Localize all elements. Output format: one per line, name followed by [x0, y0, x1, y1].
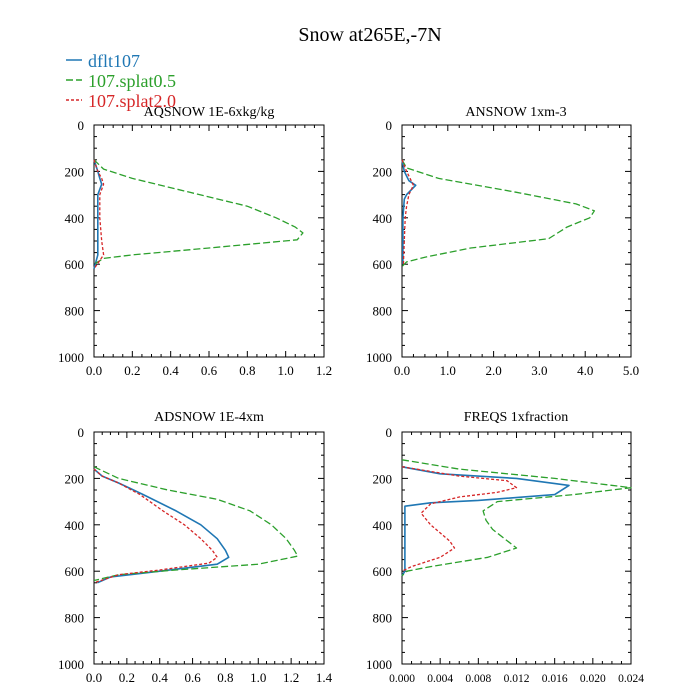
freqs-xtick-label: 0.016 — [542, 673, 568, 685]
adsnow-xtick-label: 0.8 — [217, 670, 233, 685]
panel-ansnow: 0.0 1.0 2.0 3.0 4.0 5.0 0 200 400 600 800 1000 ANSNO… — [366, 105, 639, 378]
ansnow-ytick-label: 200 — [373, 164, 393, 179]
aqsnow-xtick-label: 0.2 — [124, 363, 140, 378]
aqsnow-xtick-label: 1.2 — [316, 363, 332, 378]
aqsnow-ytick-label: 800 — [65, 304, 85, 319]
panel-freqs: 0.000 0.004 0.008 0.012 0.016 0.020 0.024 0 200 4… — [366, 410, 644, 685]
aqsnow-xtick-label: 0.4 — [163, 363, 180, 378]
adsnow-xtick-label: 1.0 — [250, 670, 266, 685]
freqs-ytick-label: 800 — [373, 611, 393, 626]
freqs-ytick-label: 600 — [373, 564, 393, 579]
adsnow-series-dflt107 — [93, 468, 230, 584]
adsnow-xtick-label: 0.2 — [119, 670, 135, 685]
aqsnow-series-dflt107 — [93, 159, 103, 270]
adsnow-ytick-label: 1000 — [58, 657, 84, 672]
adsnow-xtick-label: 0.0 — [86, 670, 102, 685]
freqs-xtick-label: 0.008 — [465, 673, 491, 685]
ansnow-ytick-label: 1000 — [366, 350, 392, 365]
panel-title-ansnow: ANSNOW 1xm-3 — [465, 105, 566, 120]
adsnow-xtick-label: 0.6 — [184, 670, 201, 685]
adsnow-series-107-splat0-5 — [93, 466, 299, 582]
aqsnow-series-107-splat0-5 — [93, 159, 304, 265]
ansnow-ytick-label: 800 — [373, 304, 393, 319]
freqs-ytick-label: 200 — [373, 471, 393, 486]
aqsnow-ytick-label: 200 — [65, 164, 85, 179]
figure-title: Snow at265E,-7N — [298, 24, 441, 46]
adsnow-ytick-label: 800 — [65, 611, 85, 626]
panel-aqsnow: 0.0 0.2 0.4 0.6 0.8 1.0 1.2 0 200 400 600 800 1000 AQ… — [58, 105, 332, 378]
aqsnow-series-107-splat2-0 — [93, 159, 105, 270]
freqs-ytick-label: 400 — [373, 518, 393, 533]
freqs-series-107-splat0-5 — [401, 459, 632, 577]
aqsnow-ytick-label: 1000 — [58, 350, 84, 365]
aqsnow-ytick-label: 400 — [65, 211, 85, 226]
ansnow-ytick-label: 600 — [373, 257, 393, 272]
aqsnow-xtick-label: 0.8 — [239, 363, 255, 378]
ansnow-series-107-splat2-0 — [401, 159, 415, 265]
freqs-ytick-label: 0 — [386, 425, 393, 440]
legend-label-1: 107.splat0.5 — [88, 71, 176, 91]
freqs-xtick-label: 0.012 — [504, 673, 530, 685]
freqs-series-107-splat2-0 — [401, 466, 518, 572]
aqsnow-xtick-label: 0.0 — [86, 363, 102, 378]
ansnow-ytick-label: 0 — [386, 118, 393, 133]
adsnow-ytick-label: 200 — [65, 471, 85, 486]
panel-title-freqs: FREQS 1xfraction — [464, 410, 569, 425]
ansnow-xtick-label: 5.0 — [623, 363, 639, 378]
adsnow-xtick-label: 1.4 — [316, 670, 333, 685]
adsnow-xtick-label: 0.4 — [152, 670, 169, 685]
freqs-xtick-label: 0.024 — [618, 673, 644, 685]
ansnow-xtick-label: 0.0 — [394, 363, 410, 378]
ansnow-xtick-label: 3.0 — [531, 363, 547, 378]
legend: dflt107 107.splat0.5 107.splat2.0 — [66, 51, 176, 111]
adsnow-plot-frame — [93, 431, 325, 665]
aqsnow-ytick-label: 0 — [78, 118, 85, 133]
panel-adsnow: 0.0 0.2 0.4 0.6 0.8 1.0 1.2 1.4 0 200 400 600 800 100… — [58, 410, 333, 685]
ansnow-series-107-splat0-5 — [401, 159, 596, 267]
freqs-xtick-label: 0.020 — [580, 673, 606, 685]
ansnow-xtick-label: 4.0 — [577, 363, 593, 378]
aqsnow-xtick-label: 0.6 — [201, 363, 218, 378]
ansnow-xtick-label: 1.0 — [440, 363, 456, 378]
panel-title-aqsnow: AQSNOW 1E-6xkg/kg — [144, 105, 275, 120]
aqsnow-ytick-label: 600 — [65, 257, 85, 272]
ansnow-xtick-label: 2.0 — [485, 363, 501, 378]
adsnow-xtick-label: 1.2 — [283, 670, 299, 685]
freqs-series-dflt107 — [401, 466, 570, 577]
adsnow-ytick-label: 0 — [78, 425, 85, 440]
adsnow-series-107-splat2-0 — [93, 468, 218, 584]
freqs-xtick-label: 0.004 — [427, 673, 453, 685]
freqs-xtick-label: 0.000 — [389, 673, 415, 685]
ansnow-plot-frame — [401, 124, 632, 358]
legend-label-2: 107.splat2.0 — [88, 91, 176, 111]
panel-title-adsnow: ADSNOW 1E-4xm — [154, 410, 264, 425]
ansnow-ytick-label: 400 — [373, 211, 393, 226]
ansnow-series-dflt107 — [401, 159, 417, 265]
legend-label-0: dflt107 — [88, 51, 140, 71]
adsnow-ytick-label: 400 — [65, 518, 85, 533]
aqsnow-xtick-label: 1.0 — [278, 363, 294, 378]
freqs-ytick-label: 1000 — [366, 657, 392, 672]
adsnow-ytick-label: 600 — [65, 564, 85, 579]
